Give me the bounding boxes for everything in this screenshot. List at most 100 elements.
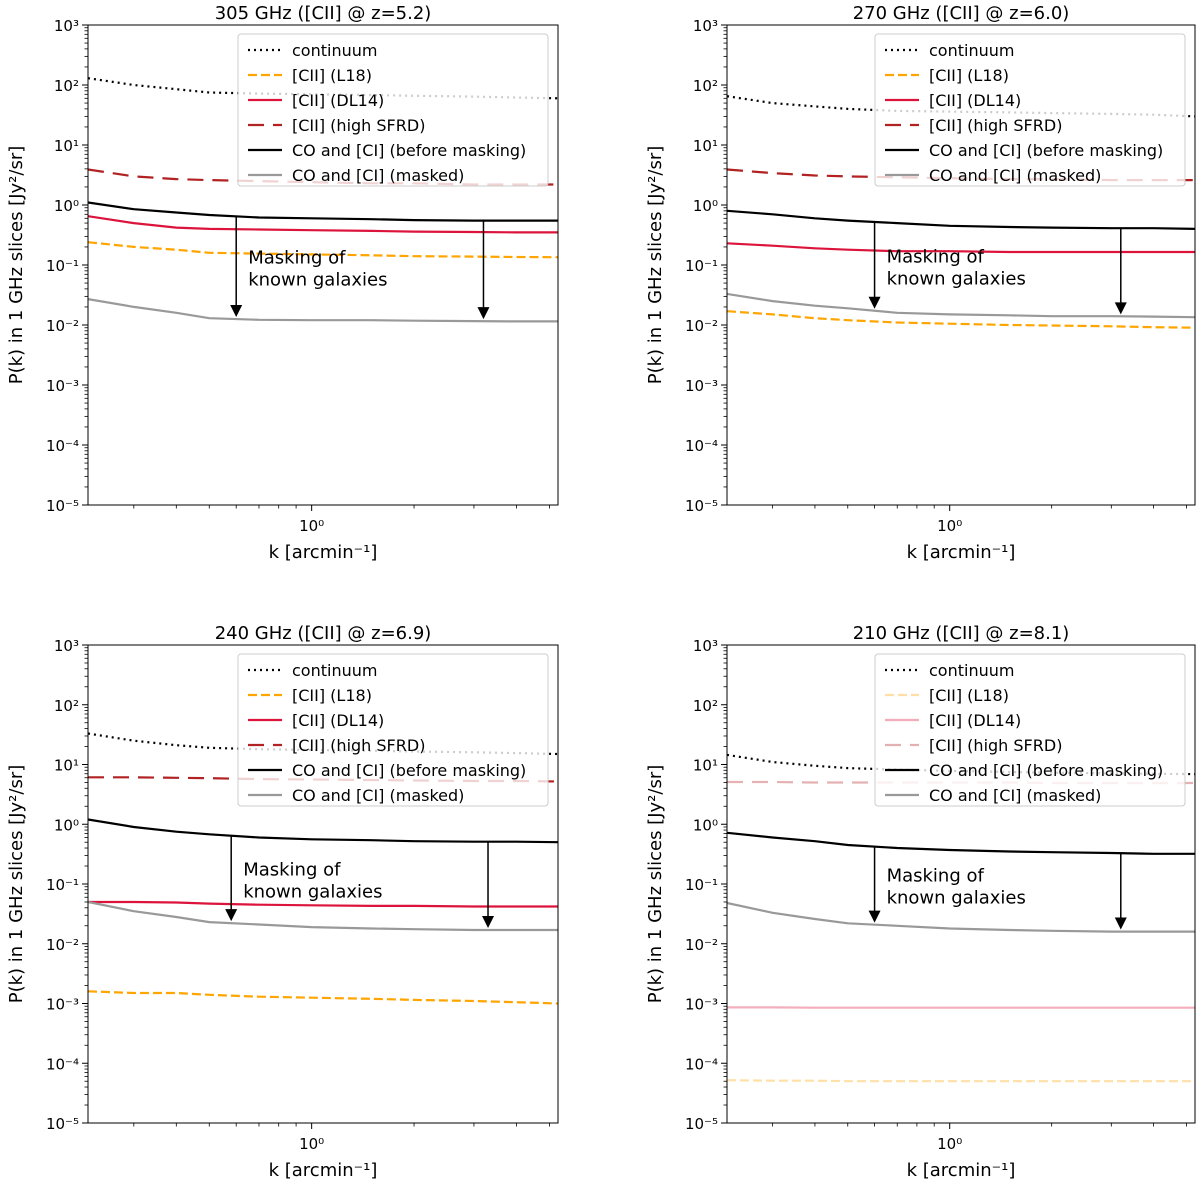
chart-title: 240 GHz ([CII] @ z=6.9) [215,623,432,644]
y-axis-label: P(k) in 1 GHz slices [Jy²/sr] [6,146,27,385]
legend-label-5: CO and [CI] (masked) [292,166,464,185]
annotation-line-2: known galaxies [887,268,1026,289]
plot-frame [726,644,1196,1124]
legend: continuum [CII] (L18) [CII] (DL14) [CII] (h… [874,33,1186,187]
series-line-1 [88,241,558,259]
mask-arrow-head-1 [1114,917,1127,930]
x-axis-label: k [arcmin⁻¹] [907,542,1016,563]
series-line-5 [88,900,558,932]
legend-label-0: continuum [292,661,377,680]
legend: continuum [CII] (L18) [CII] (DL14) [CII] (h… [874,653,1186,807]
x-tick-label: 10⁰ [299,1135,324,1153]
chart-panel-3: 240 GHz ([CII] @ z=6.9) 10⁻⁵ 10⁻⁴ 10⁻³ 10⁻² 1… [6,623,559,1181]
legend-label-2: [CII] (DL14) [292,91,384,110]
legend-label-3: [CII] (high SFRD) [292,736,425,755]
x-tick-label: 10⁰ [937,1135,962,1153]
y-tick-label: 10⁻¹ [46,257,79,275]
series-line-2 [88,215,558,234]
annotation-line-1: Masking of [887,866,985,887]
x-axis-label: k [arcmin⁻¹] [907,1160,1016,1181]
annotation-line-2: known galaxies [248,270,387,291]
annotation-line-2: known galaxies [243,881,382,902]
y-tick-label: 10⁻⁵ [685,497,718,515]
series-line-4 [727,209,1195,230]
y-tick-label: 10⁰ [693,816,718,834]
legend-label-1: [CII] (L18) [292,686,372,705]
y-tick-label: 10⁻³ [46,377,79,395]
x-tick-label: 10⁰ [299,517,324,535]
series-line-5 [727,901,1195,933]
mask-arrow-head-1 [1114,302,1127,315]
series-line-4 [88,201,558,222]
y-tick-label: 10⁻² [685,317,718,335]
legend-label-2: [CII] (DL14) [929,91,1021,110]
x-axis-label: k [arcmin⁻¹] [269,542,378,563]
legend-label-3: [CII] (high SFRD) [929,116,1062,135]
y-tick-label: 10⁻² [685,936,718,954]
y-tick-label: 10⁰ [693,197,718,215]
legend-box [237,33,549,187]
annotation-line-1: Masking of [243,859,341,880]
y-tick-label: 10⁻³ [46,996,79,1014]
series-line-2 [727,242,1195,254]
legend-label-1: [CII] (L18) [929,66,1009,85]
y-tick-label: 10⁻² [46,317,79,335]
chart-panel-1: 305 GHz ([CII] @ z=5.2) 10⁻⁵ 10⁻⁴ 10⁻³ 10⁻² 1… [6,3,559,563]
y-tick-label: 10³ [693,17,718,35]
y-tick-label: 10⁻⁵ [685,1115,718,1133]
series-line-5 [88,298,558,323]
legend-label-1: [CII] (L18) [929,686,1009,705]
legend-label-5: CO and [CI] (masked) [292,786,464,805]
legend-label-5: CO and [CI] (masked) [929,786,1101,805]
annotation-line-1: Masking of [887,246,985,267]
legend-label-3: [CII] (high SFRD) [929,736,1062,755]
y-tick-label: 10¹ [54,757,79,775]
y-tick-label: 10⁻⁴ [685,1055,718,1073]
y-tick-label: 10⁰ [54,197,79,215]
chart-title: 305 GHz ([CII] @ z=5.2) [215,3,432,24]
plot-frame [87,644,559,1124]
y-tick-label: 10² [54,77,79,95]
chart-title: 210 GHz ([CII] @ z=8.1) [853,623,1070,644]
y-axis-label: P(k) in 1 GHz slices [Jy²/sr] [645,146,666,385]
legend-label-2: [CII] (DL14) [292,711,384,730]
legend-label-4: CO and [CI] (before masking) [292,761,526,780]
legend-box [874,33,1186,187]
y-tick-label: 10³ [693,637,718,655]
y-tick-label: 10⁻¹ [46,876,79,894]
legend: continuum [CII] (L18) [CII] (DL14) [CII] (h… [237,653,549,807]
legend-label-4: CO and [CI] (before masking) [929,761,1163,780]
y-tick-label: 10⁻⁵ [46,497,79,515]
chart-panel-4: 210 GHz ([CII] @ z=8.1) 10⁻⁵ 10⁻⁴ 10⁻³ 10⁻² 1… [645,623,1196,1181]
legend-label-0: continuum [929,41,1014,60]
y-tick-label: 10⁻² [46,936,79,954]
mask-arrow-head-1 [477,307,490,320]
legend-label-0: continuum [292,41,377,60]
legend-label-3: [CII] (high SFRD) [292,116,425,135]
legend-box [237,653,549,807]
y-tick-label: 10¹ [693,137,718,155]
y-tick-label: 10⁻⁴ [685,437,718,455]
y-tick-label: 10⁻⁴ [46,1055,79,1073]
mask-arrow-head-0 [225,909,238,922]
y-tick-label: 10¹ [693,757,718,775]
y-tick-label: 10² [693,77,718,95]
series-line-4 [88,818,558,844]
legend-label-2: [CII] (DL14) [929,711,1021,730]
chart-title: 270 GHz ([CII] @ z=6.0) [853,3,1070,24]
mask-arrow-head-0 [230,305,243,318]
y-tick-label: 10⁻⁵ [46,1115,79,1133]
x-tick-label: 10⁰ [937,517,962,535]
legend-label-5: CO and [CI] (masked) [929,166,1101,185]
y-axis-label: P(k) in 1 GHz slices [Jy²/sr] [645,765,666,1004]
series-line-5 [727,292,1195,319]
series-line-1 [88,990,558,1005]
x-axis-label: k [arcmin⁻¹] [269,1160,378,1181]
chart-panel-2: 270 GHz ([CII] @ z=6.0) 10⁻⁵ 10⁻⁴ 10⁻³ 10⁻² 1… [645,3,1196,563]
y-tick-label: 10⁻⁴ [46,437,79,455]
y-tick-label: 10⁻³ [685,996,718,1014]
series-line-1 [727,310,1195,329]
legend-label-1: [CII] (L18) [292,66,372,85]
mask-arrow-head-0 [868,910,881,923]
